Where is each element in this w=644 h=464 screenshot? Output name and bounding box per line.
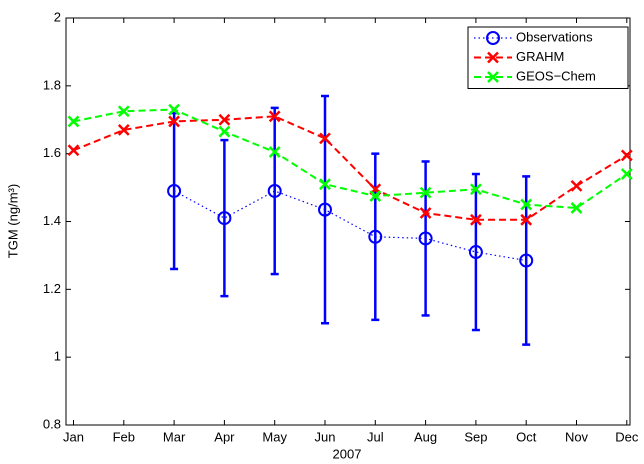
y-tick-label: 1 [54, 349, 61, 364]
x-tick-label: Jan [63, 429, 84, 444]
marker [519, 253, 534, 268]
marker [487, 51, 499, 64]
y-axis-label: TGM (ng/m³) [5, 184, 20, 258]
legend-label: GRAHM [516, 49, 564, 64]
series-line [73, 115, 628, 221]
marker [620, 149, 633, 162]
marker [168, 115, 180, 128]
y-tick-label: 1.8 [43, 77, 61, 92]
marker [570, 202, 583, 214]
marker [217, 211, 232, 226]
x-tick-label: Jul [367, 429, 384, 444]
y-tick-label: 1.2 [43, 281, 61, 296]
legend-label: GEOS−Chem [516, 68, 596, 83]
legend-label: Observations [516, 29, 593, 44]
x-tick-label: Oct [516, 429, 537, 444]
marker [470, 183, 482, 196]
x-tick-label: Mar [163, 429, 186, 444]
marker [470, 213, 482, 226]
marker [117, 124, 130, 136]
marker [67, 144, 80, 157]
marker [319, 132, 331, 145]
y-tick-label: 1.4 [43, 213, 61, 228]
y-tick-label: 0.8 [43, 416, 61, 431]
y-tick-label: 2 [54, 9, 61, 24]
marker [167, 183, 182, 198]
x-tick-label: May [262, 429, 287, 444]
marker [486, 31, 500, 45]
x-tick-label: Apr [214, 429, 235, 444]
marker [369, 190, 382, 202]
marker [468, 245, 483, 260]
error-bar [270, 106, 279, 276]
marker [67, 115, 80, 128]
marker [168, 103, 180, 116]
marker [368, 229, 383, 244]
marker [318, 202, 332, 217]
marker [520, 198, 533, 211]
marker [268, 146, 281, 158]
legend: Observations GRAHM GEOS−Chem [467, 26, 629, 89]
x-axis-label: 2007 [333, 446, 362, 461]
marker [319, 178, 331, 191]
marker [419, 207, 432, 219]
marker [268, 110, 281, 123]
x-tick-label: Sep [464, 429, 487, 444]
marker [520, 213, 533, 226]
error-bar [220, 138, 229, 298]
marker [117, 105, 130, 118]
marker [218, 113, 231, 126]
series-line [73, 108, 628, 209]
marker [570, 180, 583, 192]
x-tick-label: Nov [565, 429, 589, 444]
marker [418, 231, 433, 246]
marker [218, 125, 231, 138]
x-tick-label: Dec [615, 429, 639, 444]
marker [419, 186, 432, 199]
y-tick-label: 1.6 [43, 145, 61, 160]
x-tick-label: Aug [414, 429, 437, 444]
marker [487, 71, 499, 83]
x-tick-label: Jun [315, 429, 336, 444]
marker [267, 183, 282, 198]
marker [620, 168, 633, 180]
error-bar [471, 172, 480, 332]
x-tick-label: Feb [113, 429, 135, 444]
